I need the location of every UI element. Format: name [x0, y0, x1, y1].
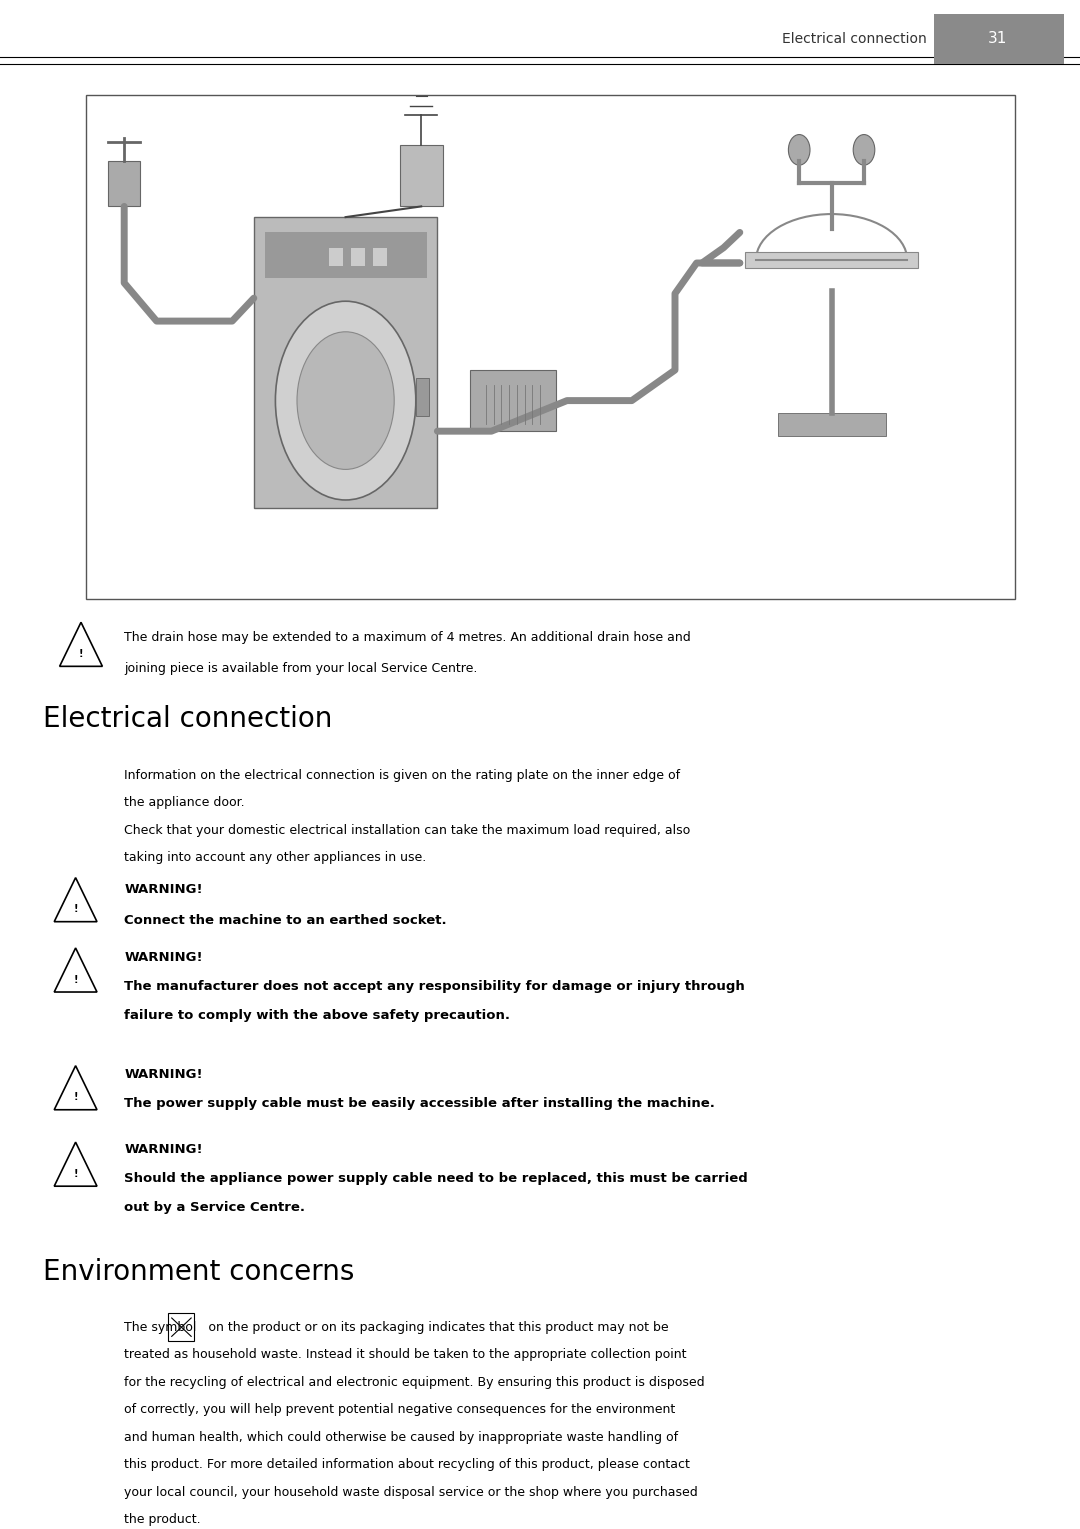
- Text: joining piece is available from your local Service Centre.: joining piece is available from your loc…: [124, 662, 477, 674]
- FancyBboxPatch shape: [86, 95, 1015, 599]
- Text: the product.: the product.: [124, 1514, 201, 1526]
- Text: The drain hose may be extended to a maximum of 4 metres. An additional drain hos: The drain hose may be extended to a maxi…: [124, 631, 691, 644]
- FancyBboxPatch shape: [745, 252, 918, 268]
- Text: The manufacturer does not accept any responsibility for damage or injury through: The manufacturer does not accept any res…: [124, 980, 745, 992]
- Text: Electrical connection: Electrical connection: [782, 32, 927, 46]
- Polygon shape: [54, 1066, 97, 1110]
- Text: !: !: [73, 904, 78, 914]
- FancyBboxPatch shape: [168, 1313, 194, 1341]
- Circle shape: [275, 301, 416, 500]
- Text: treated as household waste. Instead it should be taken to the appropriate collec: treated as household waste. Instead it s…: [124, 1349, 687, 1361]
- FancyBboxPatch shape: [778, 413, 886, 436]
- FancyBboxPatch shape: [351, 248, 365, 266]
- Text: taking into account any other appliances in use.: taking into account any other appliances…: [124, 852, 427, 864]
- Text: Connect the machine to an earthed socket.: Connect the machine to an earthed socket…: [124, 914, 447, 927]
- Text: failure to comply with the above safety precaution.: failure to comply with the above safety …: [124, 1009, 510, 1021]
- Polygon shape: [54, 1142, 97, 1187]
- FancyBboxPatch shape: [400, 145, 443, 206]
- Text: of correctly, you will help prevent potential negative consequences for the envi: of correctly, you will help prevent pote…: [124, 1404, 675, 1416]
- FancyBboxPatch shape: [470, 370, 556, 431]
- Text: The symbol   on the product or on its packaging indicates that this product may : The symbol on the product or on its pack…: [124, 1321, 669, 1333]
- Text: WARNING!: WARNING!: [124, 1069, 203, 1081]
- Text: !: !: [73, 1168, 78, 1179]
- Text: out by a Service Centre.: out by a Service Centre.: [124, 1202, 306, 1214]
- Circle shape: [297, 332, 394, 469]
- Text: !: !: [79, 648, 83, 659]
- Text: WARNING!: WARNING!: [124, 884, 203, 896]
- Polygon shape: [54, 878, 97, 922]
- Text: WARNING!: WARNING!: [124, 1144, 203, 1156]
- Text: Environment concerns: Environment concerns: [43, 1258, 354, 1286]
- Circle shape: [788, 135, 810, 165]
- FancyBboxPatch shape: [416, 378, 429, 416]
- FancyBboxPatch shape: [934, 14, 1064, 64]
- FancyBboxPatch shape: [254, 217, 437, 508]
- Text: the appliance door.: the appliance door.: [124, 797, 245, 809]
- Text: WARNING!: WARNING!: [124, 951, 203, 963]
- FancyBboxPatch shape: [373, 248, 387, 266]
- Text: The power supply cable must be easily accessible after installing the machine.: The power supply cable must be easily ac…: [124, 1098, 715, 1110]
- Text: and human health, which could otherwise be caused by inappropriate waste handlin: and human health, which could otherwise …: [124, 1431, 678, 1443]
- Text: !: !: [73, 1092, 78, 1102]
- Text: !: !: [73, 974, 78, 985]
- Text: your local council, your household waste disposal service or the shop where you : your local council, your household waste…: [124, 1486, 698, 1498]
- FancyBboxPatch shape: [108, 161, 140, 206]
- Circle shape: [853, 135, 875, 165]
- Text: Check that your domestic electrical installation can take the maximum load requi: Check that your domestic electrical inst…: [124, 824, 690, 836]
- Text: 31: 31: [988, 32, 1008, 46]
- FancyBboxPatch shape: [265, 232, 427, 278]
- Text: for the recycling of electrical and electronic equipment. By ensuring this produ: for the recycling of electrical and elec…: [124, 1376, 705, 1388]
- Text: Information on the electrical connection is given on the rating plate on the inn: Information on the electrical connection…: [124, 769, 680, 781]
- FancyBboxPatch shape: [329, 248, 343, 266]
- Text: Electrical connection: Electrical connection: [43, 705, 333, 732]
- Polygon shape: [54, 948, 97, 992]
- Polygon shape: [59, 622, 103, 667]
- Text: Should the appliance power supply cable need to be replaced, this must be carrie: Should the appliance power supply cable …: [124, 1173, 748, 1185]
- Text: this product. For more detailed information about recycling of this product, ple: this product. For more detailed informat…: [124, 1459, 690, 1471]
